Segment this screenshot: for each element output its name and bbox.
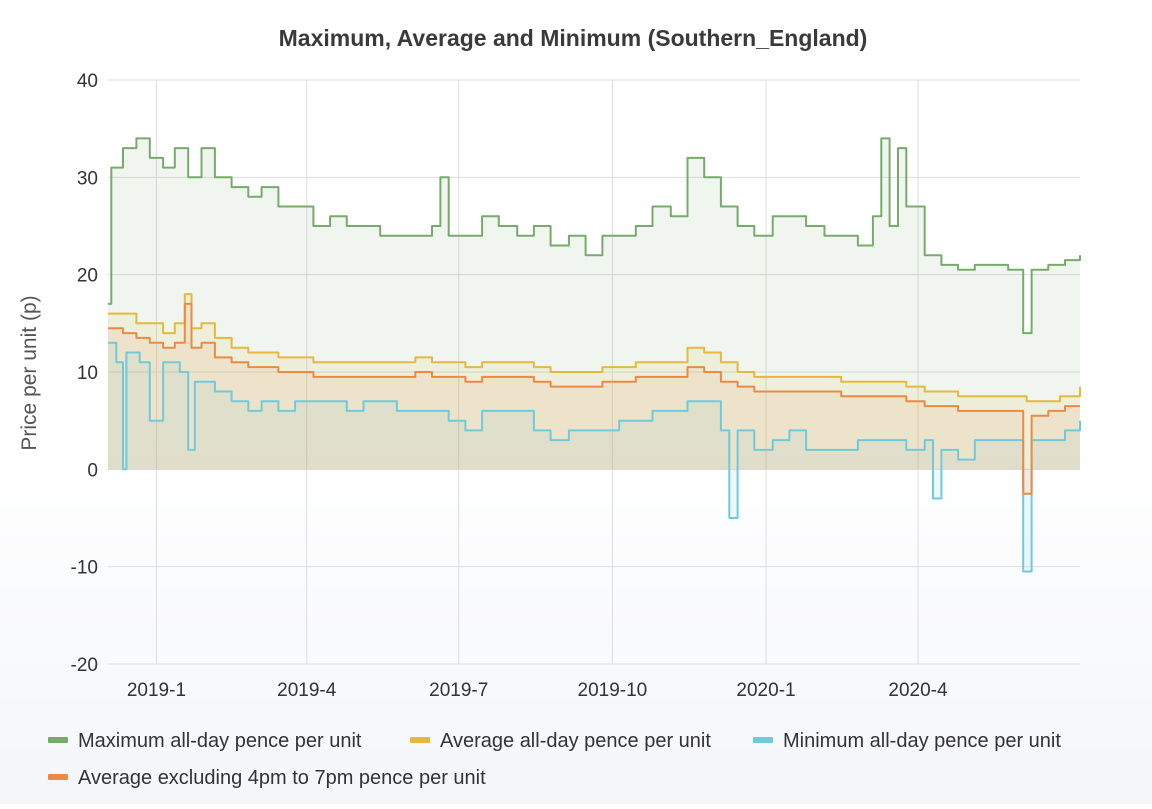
legend-item[interactable]: Average all-day pence per unit xyxy=(410,730,711,752)
series-line-0 xyxy=(108,137,1081,335)
x-tick-label: 2020-1 xyxy=(736,680,795,701)
x-tick-label: 2019-7 xyxy=(429,680,488,701)
x-tick-label: 2019-10 xyxy=(578,680,648,701)
legend-item[interactable]: Maximum all-day pence per unit xyxy=(48,730,362,752)
series-area-1 xyxy=(108,294,1080,470)
legend-label: Average all-day pence per unit xyxy=(440,730,711,752)
series-lines xyxy=(108,137,1081,573)
legend-item[interactable]: Minimum all-day pence per unit xyxy=(753,730,1061,752)
y-tick-label: 0 xyxy=(87,460,98,481)
legend-swatch xyxy=(48,737,68,743)
y-tick-label: -10 xyxy=(71,558,98,579)
y-tick-label: 10 xyxy=(77,363,98,384)
x-tick-label: 2019-1 xyxy=(127,680,186,701)
series-area-0 xyxy=(108,138,1080,470)
legend-swatch xyxy=(753,737,773,743)
legend-swatch xyxy=(410,737,430,743)
y-axis-label: Price per unit (p) xyxy=(18,295,41,450)
x-tick-label: 2019-4 xyxy=(277,680,337,701)
y-axis-ticks: 40 30 20 10 0 -10 -20 xyxy=(71,71,98,676)
legend-label: Maximum all-day pence per unit xyxy=(78,730,362,752)
y-tick-label: -20 xyxy=(71,655,98,676)
y-tick-label: 20 xyxy=(77,266,98,287)
y-tick-label: 40 xyxy=(77,71,98,92)
y-tick-label: 30 xyxy=(77,168,98,189)
series-area-3 xyxy=(108,303,1080,494)
legend-label: Average excluding 4pm to 7pm pence per u… xyxy=(78,767,486,789)
series-area-2 xyxy=(108,342,1080,572)
legend-item[interactable]: Average excluding 4pm to 7pm pence per u… xyxy=(48,767,486,789)
series-line-2 xyxy=(108,341,1081,573)
legend-swatch xyxy=(48,774,68,780)
legend-label: Minimum all-day pence per unit xyxy=(783,730,1061,752)
x-tick-label: 2020-4 xyxy=(888,680,948,701)
grid-lines xyxy=(108,79,1080,665)
x-axis-ticks: 2019-1 2019-4 2019-7 2019-10 2020-1 2020-4 xyxy=(127,680,948,701)
legend: Maximum all-day pence per unit Average al… xyxy=(48,730,1061,789)
series-line-3 xyxy=(108,302,1080,495)
series-fills xyxy=(108,138,1080,572)
chart-title: Maximum, Average and Minimum (Southern_E… xyxy=(279,25,868,51)
series-line-1 xyxy=(108,293,1081,403)
